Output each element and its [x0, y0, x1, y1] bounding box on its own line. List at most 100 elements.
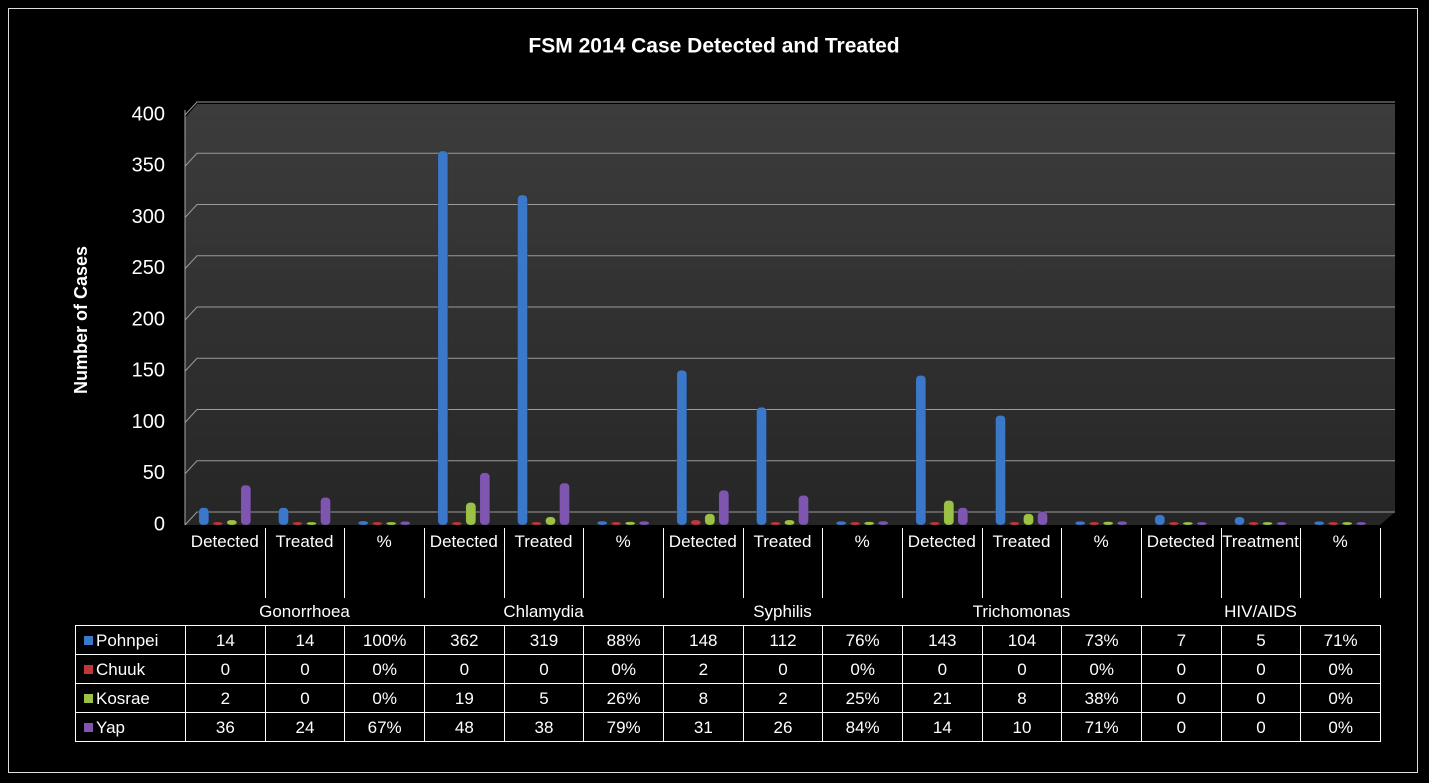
table-value: 26%	[583, 683, 664, 713]
group-label: Gonorrhoea	[259, 602, 350, 621]
table-value: 5	[1220, 625, 1302, 655]
category-label: Treated	[514, 532, 573, 551]
bar	[863, 521, 875, 526]
bar	[929, 521, 941, 526]
bar	[212, 521, 224, 526]
table-value: 100%	[344, 625, 425, 655]
group-label: Chlamydia	[503, 602, 584, 621]
table-value: 14	[264, 625, 346, 655]
grid-line	[184, 409, 1395, 423]
bar	[784, 519, 795, 526]
table-value: 0	[981, 654, 1063, 684]
table-value: 8	[663, 683, 744, 713]
category-label: Treated	[992, 532, 1051, 551]
category-label: Detected	[190, 532, 259, 551]
bar	[638, 520, 650, 526]
bar	[610, 521, 622, 526]
table-value: 48	[424, 712, 505, 742]
table-value: 5	[503, 683, 585, 713]
chart-title: FSM 2014 Case Detected and Treated	[528, 35, 899, 58]
y-tick-label: 50	[143, 462, 165, 484]
bar	[451, 521, 463, 526]
bar	[915, 375, 927, 526]
table-value: 0	[185, 654, 266, 684]
table-divider	[742, 528, 744, 598]
bar	[357, 520, 369, 526]
y-tick-label: 300	[132, 206, 165, 228]
table-value: 112	[742, 625, 824, 655]
bar	[198, 507, 210, 526]
table-value: 0%	[1061, 654, 1142, 684]
table-value: 31	[663, 712, 744, 742]
bar	[676, 370, 688, 526]
y-tick-label: 0	[154, 513, 165, 535]
category-label: Treated	[275, 532, 334, 551]
category-label: Detected	[907, 532, 976, 551]
legend-key	[84, 635, 93, 645]
table-value: 0	[424, 654, 505, 684]
bar	[292, 521, 303, 526]
table-value: 7	[1141, 625, 1222, 655]
bar	[465, 502, 477, 526]
table-value: 104	[981, 625, 1063, 655]
chart-frame	[8, 8, 1418, 773]
category-label: Detected	[429, 532, 498, 551]
category-label: %	[376, 532, 392, 551]
table-divider	[663, 528, 664, 598]
grid-line	[184, 152, 1395, 167]
category-label: Treatment	[1222, 532, 1299, 551]
table-value: 0%	[344, 683, 425, 713]
bar	[1182, 521, 1194, 526]
category-label: %	[1093, 532, 1109, 551]
table-value: 0%	[344, 654, 425, 684]
table-divider	[1220, 528, 1222, 598]
y-tick-label: 250	[132, 257, 165, 279]
table-value: 0	[503, 654, 585, 684]
table-value: 79%	[583, 712, 664, 742]
bar	[437, 150, 449, 526]
table-value: 21	[902, 683, 983, 713]
bar	[756, 406, 767, 526]
bar	[1088, 521, 1100, 526]
group-label: Trichomonas	[972, 602, 1071, 621]
table-value: 0	[742, 654, 824, 684]
bar	[399, 521, 411, 526]
bar	[226, 519, 238, 526]
grid-line	[184, 357, 1395, 372]
table-value: 0	[264, 683, 346, 713]
table-value: 24	[264, 712, 346, 742]
bar	[240, 484, 252, 526]
table-value: 0	[1220, 683, 1302, 713]
table-value: 0%	[1300, 712, 1381, 742]
table-value: 319	[503, 625, 585, 655]
bar	[1234, 516, 1245, 526]
y-axis-label: Number of Cases	[71, 246, 91, 394]
y-tick-label: 100	[132, 411, 165, 433]
table-value: 0	[1141, 712, 1222, 742]
table-value: 0	[1141, 683, 1222, 713]
bar	[559, 482, 570, 526]
table-value: 38%	[1061, 683, 1142, 713]
bar	[718, 489, 730, 526]
bar	[1037, 511, 1048, 526]
bar	[1327, 521, 1339, 526]
category-label: Treated	[753, 532, 812, 551]
table-value: 362	[424, 625, 505, 655]
table-divider	[1300, 528, 1302, 598]
table-divider	[424, 528, 425, 598]
table-value: 76%	[822, 625, 903, 655]
bar	[770, 521, 781, 526]
table-value: 25%	[822, 683, 903, 713]
table-value: 2	[663, 654, 744, 684]
grid-line	[184, 101, 1395, 116]
y-tick-label: 400	[132, 103, 165, 125]
table-value: 84%	[822, 712, 903, 742]
bar	[1074, 521, 1086, 526]
table-value: 38	[503, 712, 585, 742]
table-value: 10	[981, 712, 1063, 742]
table-divider	[1061, 528, 1063, 598]
legend-entry: Yap	[75, 712, 186, 742]
table-value: 0	[1141, 654, 1222, 684]
bar	[1355, 521, 1367, 526]
bar	[624, 521, 636, 526]
